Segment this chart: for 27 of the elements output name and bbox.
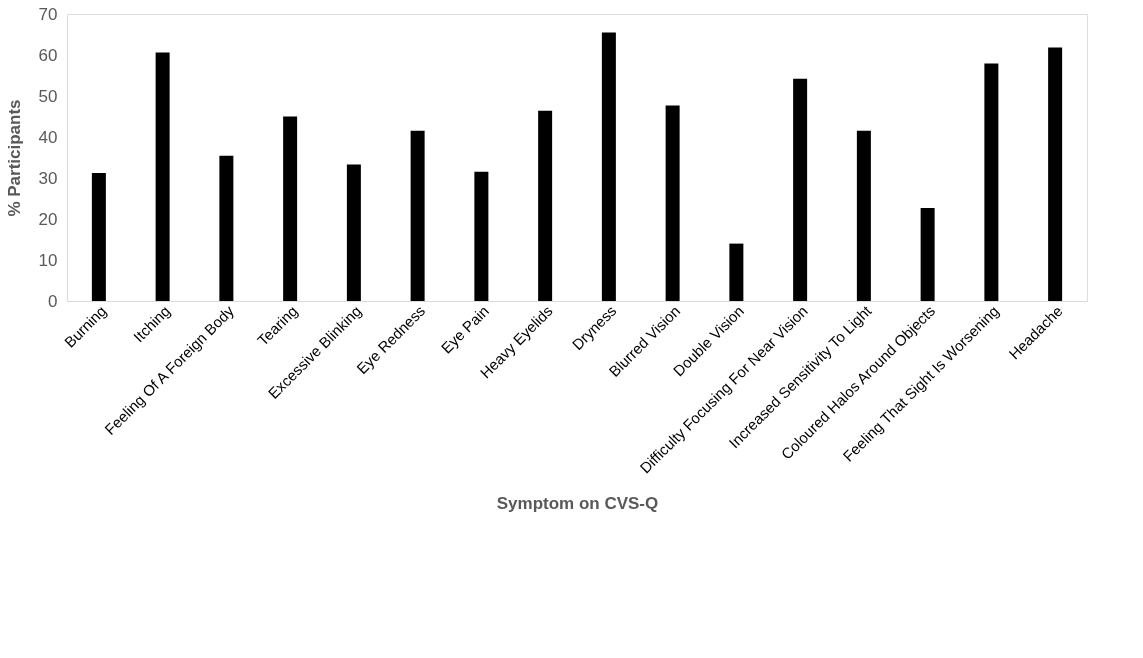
bar <box>155 52 170 301</box>
bar <box>729 243 744 301</box>
bar <box>91 173 106 301</box>
y-tick-label: 50 <box>38 86 58 106</box>
y-tick-label: 0 <box>48 291 58 311</box>
bar <box>538 110 553 301</box>
bar <box>984 63 999 301</box>
bar <box>665 105 680 301</box>
bar <box>474 171 489 301</box>
x-axis-title: Symptom on CVS-Q <box>496 494 659 514</box>
y-tick-label: 10 <box>38 250 58 270</box>
y-tick-label: 30 <box>38 168 58 188</box>
bar <box>410 130 425 301</box>
y-tick-label: 40 <box>38 127 58 147</box>
y-tick-label: 20 <box>38 209 58 229</box>
bar <box>793 78 808 301</box>
y-tick-label: 60 <box>38 45 58 65</box>
bar <box>856 130 871 301</box>
y-axis-title: % Participants <box>4 99 24 217</box>
y-tick-label: 70 <box>38 4 58 24</box>
bar <box>219 155 234 301</box>
bar <box>1048 47 1063 301</box>
bar <box>346 164 361 301</box>
bar <box>283 116 298 301</box>
bar <box>920 207 935 301</box>
x-tick-label: Eye Pain <box>437 302 492 357</box>
bar <box>601 32 616 301</box>
